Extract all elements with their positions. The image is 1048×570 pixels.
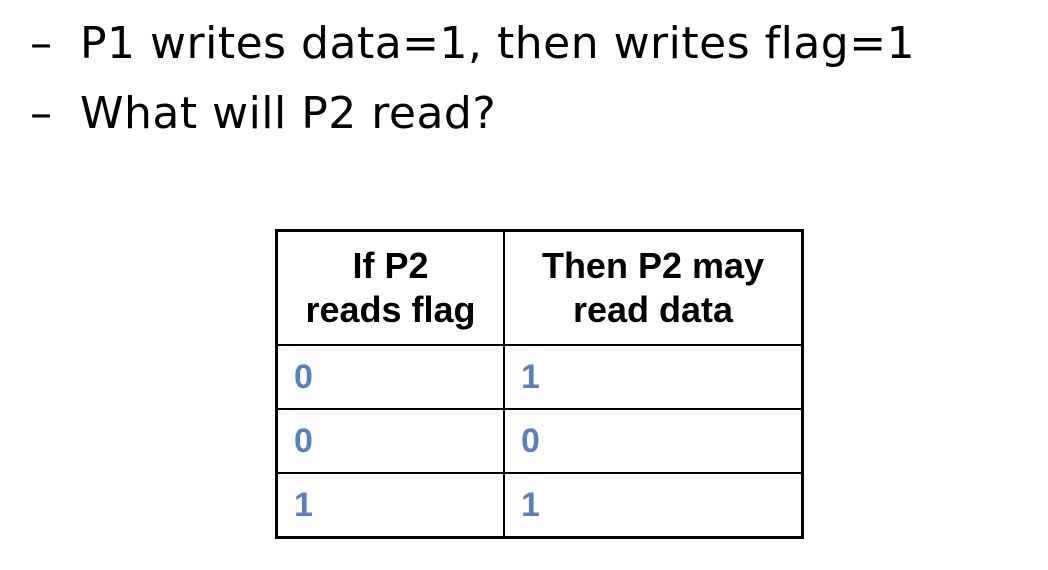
bullet-dash: – [30,16,80,72]
bullet-list: – P1 writes data=1, then writes flag=1 –… [30,16,915,144]
bullet-text: What will P2 read? [80,86,496,142]
cell-flag: 0 [277,345,505,409]
header-data-line1: Then P2 may [542,245,764,286]
header-flag: If P2 reads flag [277,231,505,346]
cell-data: 1 [504,345,803,409]
bullet-dash: – [30,86,80,142]
cell-flag: 0 [277,409,505,473]
bullet-item: – P1 writes data=1, then writes flag=1 [30,16,915,74]
header-data-line2: read data [573,289,733,330]
header-flag-line2: reads flag [305,289,475,330]
cell-data: 0 [504,409,803,473]
bullet-item: – What will P2 read? [30,86,915,144]
cell-data: 1 [504,473,803,538]
header-flag-line1: If P2 [352,245,428,286]
table-row: 0 1 [277,345,803,409]
table-header-row: If P2 reads flag Then P2 may read data [277,231,803,346]
read-outcomes-table-container: If P2 reads flag Then P2 may read data 0… [275,229,804,539]
read-outcomes-table: If P2 reads flag Then P2 may read data 0… [275,229,804,539]
header-data: Then P2 may read data [504,231,803,346]
bullet-text: P1 writes data=1, then writes flag=1 [80,16,915,72]
table-row: 0 0 [277,409,803,473]
table-row: 1 1 [277,473,803,538]
cell-flag: 1 [277,473,505,538]
